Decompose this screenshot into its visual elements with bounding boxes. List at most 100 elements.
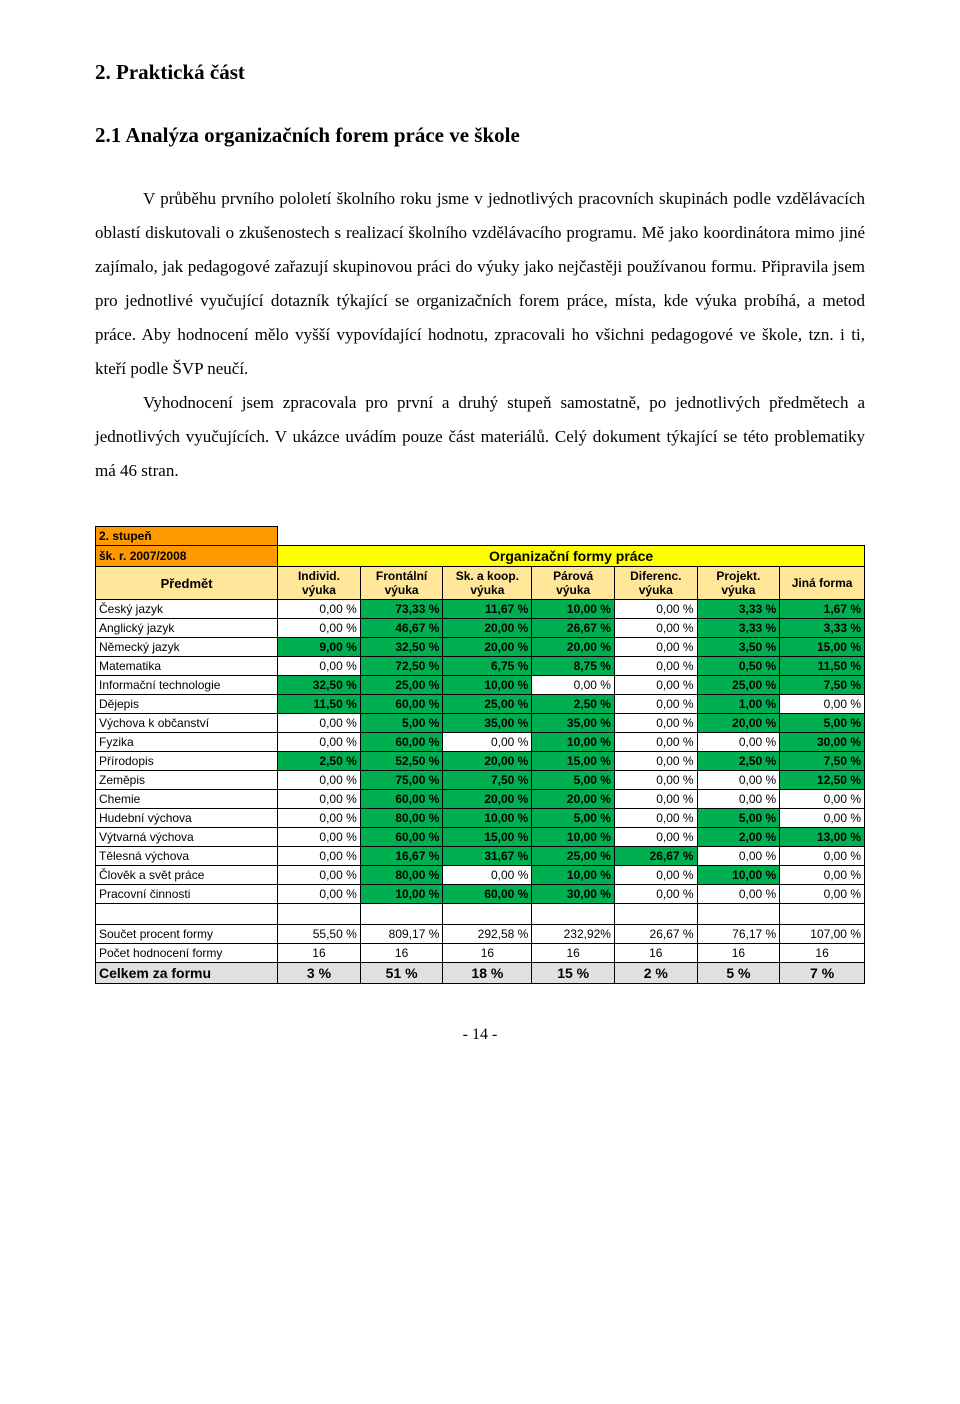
data-cell: 0,00 % (697, 885, 780, 904)
data-cell: 26,67 % (532, 619, 615, 638)
data-cell: 0,00 % (614, 828, 697, 847)
data-cell: 11,67 % (443, 600, 532, 619)
data-cell: 10,00 % (360, 885, 443, 904)
data-cell: 20,00 % (443, 638, 532, 657)
row-label: Hudební výchova (96, 809, 278, 828)
count-cell: 16 (697, 944, 780, 963)
data-cell: 20,00 % (443, 619, 532, 638)
row-label: Chemie (96, 790, 278, 809)
sum-label: Součet procent formy (96, 925, 278, 944)
data-cell: 7,50 % (780, 752, 865, 771)
blank (360, 904, 443, 925)
column-header: Frontální výuka (360, 567, 443, 600)
data-cell: 0,00 % (278, 733, 361, 752)
blank (278, 904, 361, 925)
data-table: 2. stupeňšk. r. 2007/2008Organizační for… (95, 526, 865, 984)
row-label: Matematika (96, 657, 278, 676)
data-cell: 0,00 % (278, 847, 361, 866)
data-cell: 35,00 % (532, 714, 615, 733)
section-title: 2. Praktická část (95, 60, 865, 85)
data-cell: 20,00 % (443, 752, 532, 771)
data-cell: 60,00 % (360, 828, 443, 847)
column-header: Jiná forma (780, 567, 865, 600)
data-cell: 60,00 % (360, 695, 443, 714)
row-label: Výchova k občanství (96, 714, 278, 733)
data-cell: 0,00 % (697, 847, 780, 866)
data-cell: 30,00 % (532, 885, 615, 904)
data-cell: 31,67 % (443, 847, 532, 866)
sum-cell: 55,50 % (278, 925, 361, 944)
data-cell: 0,00 % (697, 733, 780, 752)
row-label: Dějepis (96, 695, 278, 714)
total-cell: 51 % (360, 963, 443, 984)
data-cell: 25,00 % (443, 695, 532, 714)
data-cell: 0,00 % (780, 885, 865, 904)
count-label: Počet hodnocení formy (96, 944, 278, 963)
data-cell: 52,50 % (360, 752, 443, 771)
count-cell: 16 (614, 944, 697, 963)
data-cell: 11,50 % (780, 657, 865, 676)
data-cell: 2,50 % (532, 695, 615, 714)
data-cell: 3,50 % (697, 638, 780, 657)
data-cell: 2,00 % (697, 828, 780, 847)
data-cell: 60,00 % (443, 885, 532, 904)
data-cell: 3,33 % (780, 619, 865, 638)
data-cell: 5,00 % (532, 771, 615, 790)
data-cell: 2,50 % (278, 752, 361, 771)
data-cell: 0,00 % (780, 790, 865, 809)
data-cell: 16,67 % (360, 847, 443, 866)
column-header: Individ. výuka (278, 567, 361, 600)
data-cell: 72,50 % (360, 657, 443, 676)
data-cell: 1,00 % (697, 695, 780, 714)
page-number: - 14 - (95, 1026, 865, 1044)
data-cell: 0,00 % (614, 790, 697, 809)
meta-row-2: šk. r. 2007/2008 (96, 546, 278, 567)
column-header: Diferenc. výuka (614, 567, 697, 600)
data-cell: 0,00 % (278, 828, 361, 847)
data-cell: 0,00 % (614, 695, 697, 714)
data-cell: 20,00 % (532, 790, 615, 809)
data-cell: 0,00 % (443, 733, 532, 752)
blank (443, 904, 532, 925)
count-cell: 16 (360, 944, 443, 963)
data-cell: 15,00 % (780, 638, 865, 657)
data-cell: 2,50 % (697, 752, 780, 771)
data-cell: 13,00 % (780, 828, 865, 847)
sum-cell: 107,00 % (780, 925, 865, 944)
sum-cell: 26,67 % (614, 925, 697, 944)
data-cell: 20,00 % (532, 638, 615, 657)
data-cell: 0,00 % (614, 600, 697, 619)
table-header: Organizační formy práce (278, 546, 865, 567)
data-cell: 0,00 % (780, 866, 865, 885)
data-cell: 0,00 % (614, 676, 697, 695)
data-cell: 0,50 % (697, 657, 780, 676)
data-cell: 80,00 % (360, 809, 443, 828)
blank (278, 527, 865, 546)
total-cell: 15 % (532, 963, 615, 984)
column-header: Projekt. výuka (697, 567, 780, 600)
data-cell: 7,50 % (780, 676, 865, 695)
data-cell: 0,00 % (780, 847, 865, 866)
data-cell: 0,00 % (532, 676, 615, 695)
count-cell: 16 (532, 944, 615, 963)
data-cell: 0,00 % (697, 790, 780, 809)
data-cell: 0,00 % (780, 695, 865, 714)
data-cell: 11,50 % (278, 695, 361, 714)
data-cell: 0,00 % (614, 638, 697, 657)
data-cell: 73,33 % (360, 600, 443, 619)
row-label: Informační technologie (96, 676, 278, 695)
data-cell: 75,00 % (360, 771, 443, 790)
data-cell: 60,00 % (360, 790, 443, 809)
blank (614, 904, 697, 925)
row-label: Pracovní činnosti (96, 885, 278, 904)
data-cell: 0,00 % (614, 809, 697, 828)
data-cell: 5,00 % (532, 809, 615, 828)
data-cell: 46,67 % (360, 619, 443, 638)
total-cell: 3 % (278, 963, 361, 984)
data-cell: 5,00 % (360, 714, 443, 733)
data-cell: 5,00 % (780, 714, 865, 733)
paragraph-2: Vyhodnocení jsem zpracovala pro první a … (95, 386, 865, 488)
data-cell: 32,50 % (360, 638, 443, 657)
row-label: Zeměpis (96, 771, 278, 790)
data-cell: 8,75 % (532, 657, 615, 676)
